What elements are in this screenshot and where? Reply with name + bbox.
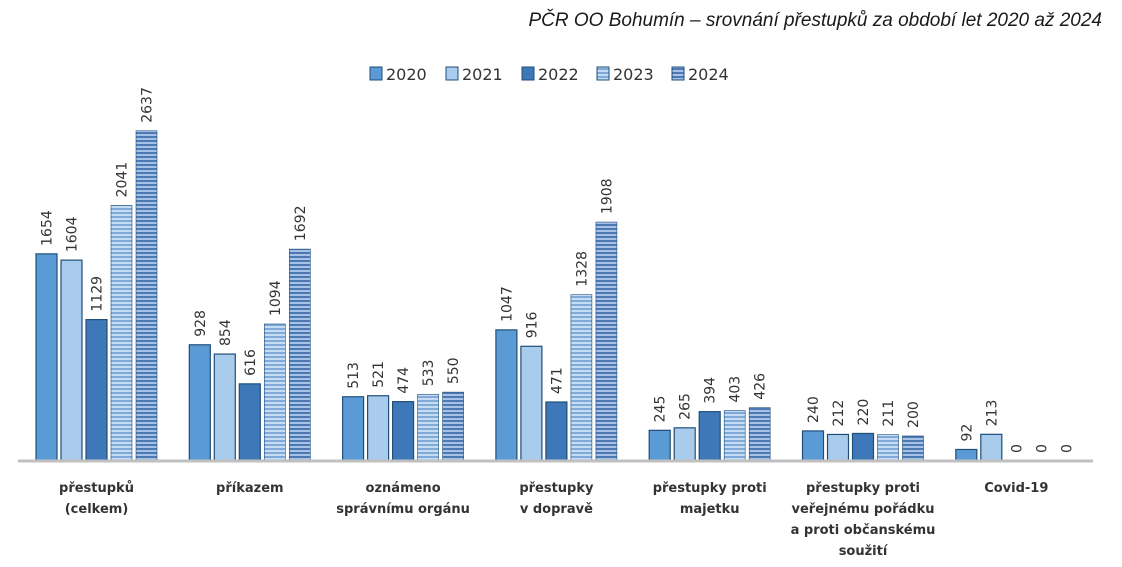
category-label-6-line0: Covid-19 bbox=[984, 481, 1048, 496]
category-label-0-line0: přestupků bbox=[59, 481, 134, 496]
data-label-2022-cat1: 616 bbox=[243, 349, 259, 376]
category-label-2-line0: oznámeno bbox=[366, 481, 441, 496]
bar-2023-cat1 bbox=[263, 323, 286, 462]
data-label-2022-cat6: 0 bbox=[1009, 444, 1025, 453]
category-label-5-line0: přestupky proti bbox=[806, 481, 920, 496]
data-label-2020-cat0: 1654 bbox=[40, 210, 56, 246]
bar-2020-cat1 bbox=[188, 344, 211, 462]
bar-2024-cat3 bbox=[595, 221, 618, 462]
data-label-2021-cat1: 854 bbox=[218, 319, 234, 346]
data-label-2020-cat6: 92 bbox=[959, 424, 975, 442]
data-label-2024-cat5: 200 bbox=[906, 401, 922, 428]
category-label-5-line1: veřejnému pořádku bbox=[792, 502, 935, 517]
labels-layer: 1654 1604112920412637přestupků(celkem)928… bbox=[40, 87, 1076, 559]
data-label-2023-cat1: 1094 bbox=[268, 280, 284, 316]
bar-2020-cat6 bbox=[955, 448, 978, 462]
category-label-4-line0: přestupky proti bbox=[653, 481, 767, 496]
data-label-2023-cat5: 211 bbox=[881, 400, 897, 427]
data-label-2020-cat3: 1047 bbox=[499, 286, 515, 322]
bar-2022-cat2 bbox=[392, 401, 415, 462]
data-label-2024-cat1: 1692 bbox=[293, 205, 309, 241]
bar-2023-cat3 bbox=[570, 294, 593, 462]
category-label-4-line1: majetku bbox=[680, 502, 740, 517]
data-label-2023-cat2: 533 bbox=[421, 360, 437, 387]
bar-2021-cat6 bbox=[980, 433, 1003, 462]
category-label-5-line3: soužití bbox=[839, 544, 889, 559]
data-label-2023-cat6: 0 bbox=[1034, 444, 1050, 453]
data-label-2022-cat0: 1129 bbox=[90, 276, 106, 312]
bar-2020-cat4 bbox=[648, 429, 671, 462]
chart-title: PČR OO Bohumín – srovnání přestupků za o… bbox=[528, 10, 1102, 31]
data-label-2022-cat5: 220 bbox=[856, 399, 872, 426]
legend-label-2023: 2023 bbox=[613, 65, 654, 84]
data-label-2021-cat0: 1604 bbox=[65, 216, 81, 252]
bar-2021-cat2 bbox=[367, 395, 390, 462]
data-label-2022-cat2: 474 bbox=[396, 367, 412, 394]
bars-layer bbox=[35, 130, 1003, 462]
data-label-2023-cat0: 2041 bbox=[115, 162, 131, 198]
bar-2021-cat4 bbox=[673, 427, 696, 462]
legend-swatch-2020 bbox=[369, 66, 383, 81]
legend-label-2024: 2024 bbox=[688, 65, 729, 84]
bar-2022-cat5 bbox=[851, 432, 875, 462]
bar-2020-cat2 bbox=[342, 396, 365, 462]
bar-2024-cat1 bbox=[288, 248, 311, 462]
data-label-2020-cat4: 245 bbox=[653, 396, 669, 423]
data-label-2021-cat5: 212 bbox=[831, 400, 847, 427]
bar-2022-cat4 bbox=[698, 411, 721, 462]
data-label-2024-cat4: 426 bbox=[753, 373, 769, 400]
bar-2021-cat1 bbox=[213, 353, 236, 462]
legend-label-2022: 2022 bbox=[538, 65, 579, 84]
bar-2021-cat0 bbox=[60, 259, 83, 462]
bar-2020-cat3 bbox=[495, 329, 518, 462]
data-label-2024-cat0: 2637 bbox=[140, 87, 156, 123]
bar-2022-cat3 bbox=[545, 401, 568, 462]
data-label-2021-cat6: 213 bbox=[984, 400, 1000, 427]
bar-2021-cat3 bbox=[520, 345, 543, 462]
data-label-2024-cat2: 550 bbox=[446, 357, 462, 384]
legend-swatch-2024 bbox=[671, 66, 685, 81]
bar-2020-cat5 bbox=[801, 430, 825, 462]
bar-2024-cat0 bbox=[135, 130, 158, 462]
legend: 2020 2021 2022 2023 2024 bbox=[369, 65, 729, 84]
legend-swatch-2023 bbox=[596, 66, 610, 81]
category-label-1-line0: příkazem bbox=[216, 481, 284, 496]
bar-2024-cat5 bbox=[902, 435, 924, 462]
category-label-5-line2: a proti občanskému bbox=[791, 523, 936, 538]
data-label-2021-cat2: 521 bbox=[371, 361, 387, 388]
bar-2020-cat0 bbox=[35, 253, 58, 462]
data-label-2022-cat4: 394 bbox=[703, 377, 719, 404]
legend-label-2020: 2020 bbox=[386, 65, 427, 84]
category-label-0-line1: (celkem) bbox=[65, 502, 129, 517]
bar-2021-cat5 bbox=[826, 433, 850, 462]
bar-2023-cat2 bbox=[417, 393, 439, 462]
data-label-2023-cat3: 1328 bbox=[574, 251, 590, 287]
bar-2022-cat0 bbox=[85, 319, 108, 462]
legend-swatch-2021 bbox=[445, 66, 459, 81]
bar-2024-cat2 bbox=[442, 391, 464, 462]
bar-2023-cat0 bbox=[110, 205, 133, 462]
category-label-3-line0: přestupky bbox=[519, 481, 594, 496]
category-label-3-line1: v dopravě bbox=[520, 502, 593, 517]
data-label-2020-cat2: 513 bbox=[346, 362, 362, 389]
data-label-2022-cat3: 471 bbox=[549, 367, 565, 394]
bar-2024-cat4 bbox=[748, 407, 771, 462]
data-label-2023-cat4: 403 bbox=[728, 376, 744, 403]
data-label-2020-cat5: 240 bbox=[806, 396, 822, 423]
data-label-2021-cat4: 265 bbox=[678, 393, 694, 420]
data-label-2024-cat6: 0 bbox=[1059, 444, 1075, 453]
legend-label-2021: 2021 bbox=[462, 65, 503, 84]
data-label-2024-cat3: 1908 bbox=[599, 178, 615, 214]
data-label-2020-cat1: 928 bbox=[193, 310, 209, 337]
bar-2022-cat1 bbox=[238, 383, 261, 462]
bar-2023-cat4 bbox=[723, 410, 746, 462]
category-label-2-line1: správnímu orgánu bbox=[336, 502, 470, 517]
data-label-2021-cat3: 916 bbox=[524, 311, 540, 338]
bar-2023-cat5 bbox=[877, 434, 899, 462]
legend-swatch-2022 bbox=[521, 66, 535, 81]
